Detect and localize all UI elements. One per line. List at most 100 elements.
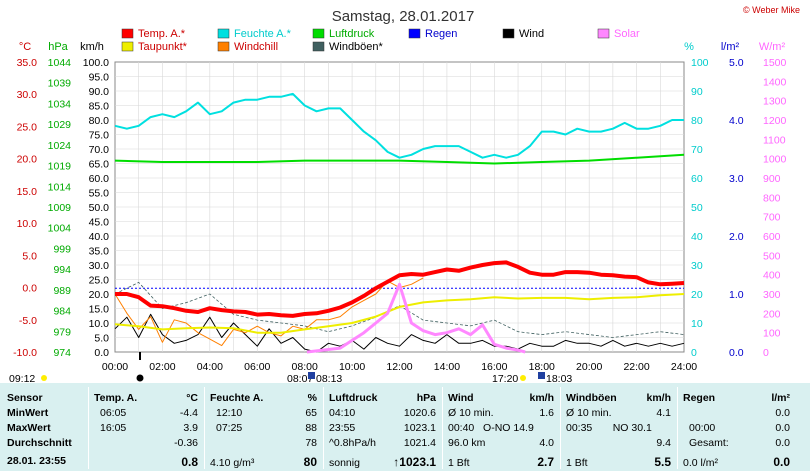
regen-column: Regen l/m² 0.0 00:00 0.0 Gesamt: 0.0 0.0…	[678, 383, 796, 471]
pressure-tick-label: 999	[53, 243, 71, 255]
durchschnitt-label: Durchschnitt	[7, 437, 72, 449]
wind-tick-label: 45.0	[89, 217, 110, 229]
humidity-tick-label: 90	[691, 86, 703, 98]
solar-tick-label: 400	[763, 270, 781, 282]
humidity-tick-label: 20	[691, 289, 703, 301]
left-time-label: 09:12	[9, 373, 35, 383]
sunrise-icon	[308, 372, 315, 379]
solar-tick-label: 600	[763, 231, 781, 243]
regen-header: Regen	[683, 392, 716, 404]
luftdruck-min-value: 1020.6	[403, 407, 436, 419]
regen-total-label: Gesamt:	[689, 437, 729, 449]
rain-tick-label: 5.0	[729, 57, 744, 69]
pressure-tick-label: 1014	[48, 181, 72, 193]
legend-swatch-wind	[502, 28, 515, 39]
regen-hour: 0.0	[775, 407, 790, 419]
rain-tick-label: 0.0	[729, 347, 744, 359]
x-tick-label: 14:00	[434, 361, 460, 373]
legend-label-feuchte-a: Feuchte A.*	[234, 28, 292, 40]
temp-tick-label: 5.0	[22, 250, 37, 262]
unit-humidity: %	[684, 41, 694, 53]
pressure-tick-label: 1044	[48, 57, 72, 69]
pressure-tick-label: 1039	[48, 78, 72, 90]
temp-tick-label: 30.0	[17, 89, 38, 101]
legend-swatch-windböen	[312, 41, 325, 52]
wind-tick-label: 25.0	[89, 275, 110, 287]
x-tick-label: 06:00	[244, 361, 270, 373]
sun-times: 09:12 08:07 08:13 17:20 18:03	[9, 352, 572, 383]
solar-tick-label: 900	[763, 173, 781, 185]
pressure-tick-label: 974	[53, 347, 71, 359]
legend-label-temp-a: Temp. A.*	[138, 28, 186, 40]
unit-wind: km/h	[80, 41, 104, 53]
sunset-time: 17:20	[492, 373, 518, 383]
wind-header: Wind	[448, 392, 474, 404]
temp-tick-label: -10.0	[13, 347, 37, 359]
wind-avg-value: 1.6	[539, 407, 554, 419]
pressure-trend: ^0.8hPa/h	[329, 437, 376, 449]
moon-icon	[136, 374, 144, 382]
temp-unit: °C	[186, 392, 198, 404]
dawn-time: 08:13	[316, 373, 342, 383]
weather-chart: Samstag, 28.01.2017 © Weber Mike Temp. A…	[9, 5, 800, 383]
x-tick-label: 16:00	[481, 361, 507, 373]
solar-tick-label: 1200	[763, 115, 787, 127]
regen-day: 0.0	[775, 422, 790, 434]
feuchte-current: 80	[303, 455, 317, 469]
wind-unit: km/h	[529, 392, 554, 404]
wind-tick-label: 35.0	[89, 246, 110, 258]
regen-unit: l/m²	[771, 392, 790, 404]
temp-header: Temp. A.	[94, 392, 138, 404]
luftdruck-avg-value: 1021.4	[403, 437, 436, 449]
humidity-tick-label: 50	[691, 202, 703, 214]
wind-tick-label: 15.0	[89, 304, 110, 316]
x-tick-label: 12:00	[386, 361, 412, 373]
x-tick-label: 24:00	[671, 361, 697, 373]
wind-tick-label: 50.0	[89, 202, 110, 214]
regen-rate: 0.0 l/m²	[683, 457, 719, 469]
series-taupunkt	[114, 293, 685, 334]
wind-tick-label: 70.0	[89, 144, 110, 156]
wind-tick-label: 100.0	[83, 57, 109, 69]
temp-tick-label: 10.0	[17, 218, 38, 230]
wind-current: 2.7	[537, 455, 554, 469]
chart-title: Samstag, 28.01.2017	[332, 8, 475, 25]
legend-swatch-solar	[597, 28, 610, 39]
legend-label-taupunkt: Taupunkt*	[138, 41, 188, 53]
dusk-time: 18:03	[546, 373, 572, 383]
regen-total: 0.0	[775, 437, 790, 449]
series-wind	[114, 313, 685, 353]
x-tick-label: 02:00	[149, 361, 175, 373]
rain-tick-label: 2.0	[729, 231, 744, 243]
windboeen-column: Windböen km/h Ø 10 min. 4.1 00:35 NO 30.…	[561, 383, 677, 471]
solar-tick-label: 1100	[763, 134, 786, 146]
feuchte-min-time: 12:10	[216, 407, 243, 419]
legend-swatch-luftdruck	[312, 28, 325, 39]
solar-tick-label: 800	[763, 192, 781, 204]
axis-units: °C hPa km/h% l/m² W/m²	[19, 41, 786, 53]
series-windböen	[114, 281, 685, 338]
boeen-avg-value: 4.1	[656, 407, 671, 419]
humidity-tick-label: 100	[691, 57, 709, 69]
wind-bft: 1 Bft	[448, 457, 470, 469]
x-tick-label: 08:00	[292, 361, 318, 373]
windboeen-unit: km/h	[646, 392, 671, 404]
legend-swatch-windchill	[217, 41, 230, 52]
rain-tick-label: 4.0	[729, 115, 744, 127]
temp-tick-label: 20.0	[17, 154, 38, 166]
wind-distance: 96.0 km	[448, 437, 486, 449]
legend-swatch-regen	[408, 28, 421, 39]
unit-temp: °C	[19, 41, 31, 53]
wind-tick-label: 0.0	[94, 347, 109, 359]
wind-tick-label: 55.0	[89, 188, 110, 200]
statistics-table: Sensor MinWert MaxWert Durchschnitt 28.0…	[0, 383, 810, 471]
legend-label-regen: Regen	[425, 28, 457, 40]
wind-tick-label: 20.0	[89, 289, 110, 301]
temp-current: 0.8	[181, 455, 198, 469]
unit-rain: l/m²	[721, 41, 740, 53]
series-solar	[306, 282, 526, 354]
wind-column: Wind km/h Ø 10 min. 1.6 00:40 O-NO 14.9 …	[443, 383, 560, 471]
absolute-humidity: 4.10 g/m³	[210, 457, 255, 469]
sensor-header: Sensor	[7, 392, 43, 404]
pressure-tick-label: 1004	[48, 223, 72, 235]
